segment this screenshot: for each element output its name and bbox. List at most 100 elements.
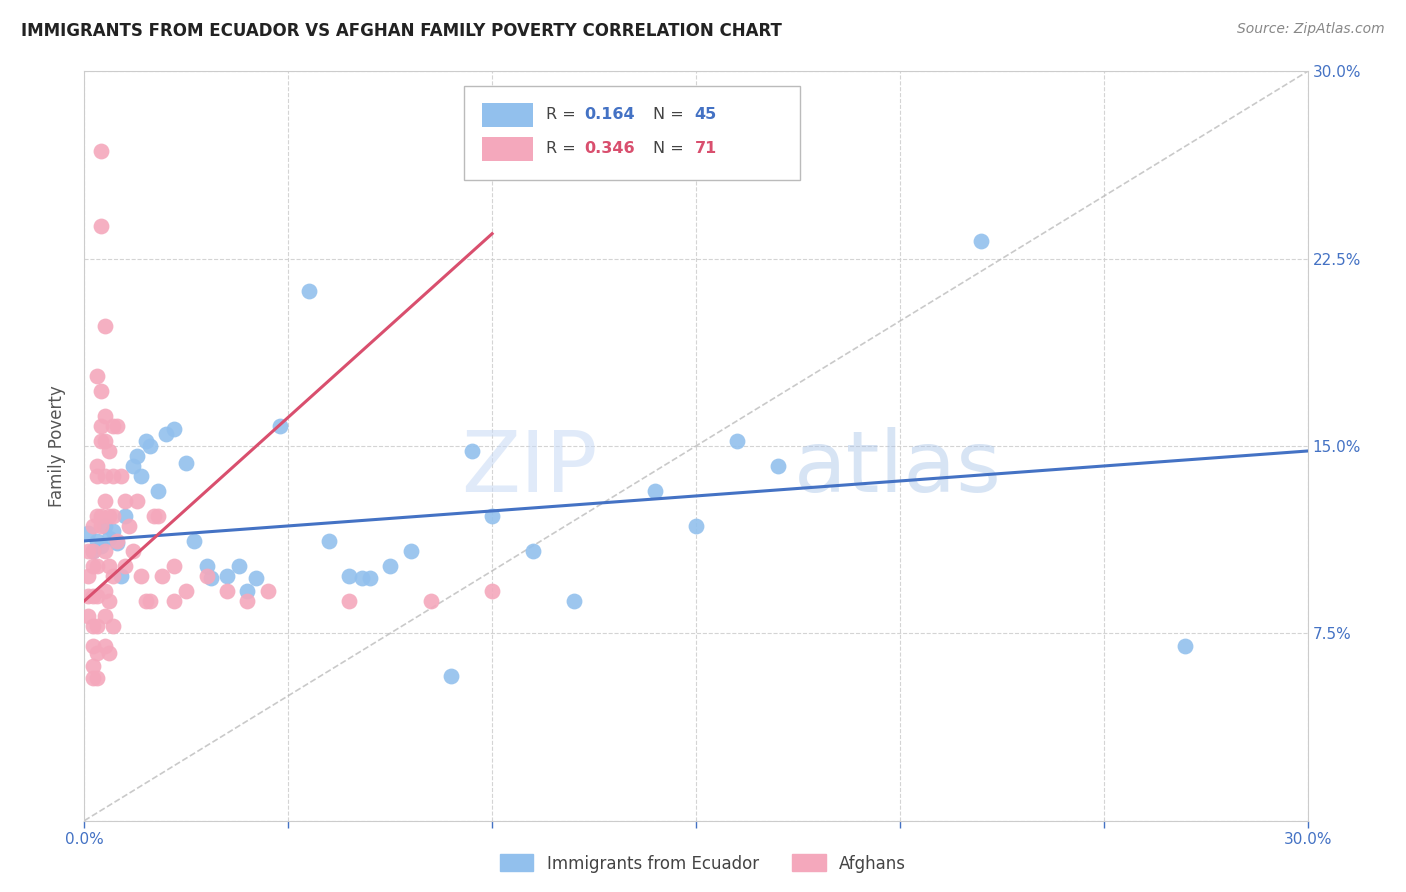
Point: [131, 469, 153, 483]
Point: [380, 558, 402, 573]
Point: [339, 569, 361, 583]
Point: [399, 544, 422, 558]
Point: [350, 571, 373, 585]
Text: ZIP: ZIP: [461, 427, 598, 510]
Point: [90, 219, 112, 234]
Point: [77, 569, 100, 583]
Point: [93, 434, 115, 448]
Point: [93, 519, 115, 533]
Text: 0.164: 0.164: [585, 107, 636, 122]
Point: [970, 234, 993, 248]
Point: [236, 594, 259, 608]
Text: R =: R =: [546, 141, 581, 156]
Point: [101, 524, 124, 538]
Point: [127, 494, 149, 508]
Point: [163, 594, 186, 608]
Point: [562, 594, 585, 608]
Point: [138, 439, 160, 453]
Point: [105, 419, 128, 434]
Point: [105, 533, 128, 548]
Point: [77, 544, 100, 558]
Point: [101, 508, 124, 523]
Point: [93, 494, 115, 508]
Point: [135, 434, 157, 448]
Point: [90, 384, 112, 398]
Point: [131, 569, 153, 583]
Point: [82, 544, 104, 558]
Point: [644, 483, 666, 498]
Point: [90, 145, 112, 159]
Point: [163, 558, 186, 573]
Point: [93, 608, 115, 623]
Point: [93, 409, 115, 423]
Point: [82, 619, 104, 633]
Point: [101, 569, 124, 583]
Point: [685, 519, 707, 533]
Point: [101, 619, 124, 633]
Point: [174, 583, 197, 598]
Point: [195, 569, 218, 583]
Point: [217, 583, 239, 598]
Point: [269, 419, 291, 434]
Point: [142, 508, 165, 523]
Point: [97, 532, 120, 546]
Text: R =: R =: [546, 107, 581, 122]
Point: [86, 469, 108, 483]
Point: [174, 457, 197, 471]
FancyBboxPatch shape: [464, 87, 800, 180]
Text: N =: N =: [654, 141, 689, 156]
Point: [146, 508, 169, 523]
Point: [440, 669, 463, 683]
Text: 71: 71: [695, 141, 717, 156]
Point: [90, 539, 112, 553]
Point: [82, 671, 104, 685]
Point: [114, 494, 136, 508]
Point: [138, 594, 160, 608]
Point: [86, 671, 108, 685]
Y-axis label: Family Poverty: Family Poverty: [48, 385, 66, 507]
Point: [82, 639, 104, 653]
FancyBboxPatch shape: [482, 103, 533, 127]
Text: 45: 45: [695, 107, 717, 122]
Point: [228, 558, 250, 573]
Point: [195, 558, 218, 573]
Point: [86, 589, 108, 603]
Point: [97, 646, 120, 660]
Point: [522, 544, 544, 558]
Point: [118, 519, 141, 533]
Point: [122, 458, 145, 473]
Point: [114, 508, 136, 523]
Point: [90, 434, 112, 448]
Text: 0.346: 0.346: [585, 141, 636, 156]
Point: [77, 526, 100, 541]
Point: [86, 558, 108, 573]
Point: [86, 508, 108, 523]
Point: [114, 558, 136, 573]
Point: [257, 583, 280, 598]
Point: [146, 483, 169, 498]
FancyBboxPatch shape: [482, 136, 533, 161]
Point: [110, 569, 132, 583]
Point: [82, 658, 104, 673]
Point: [481, 508, 503, 523]
Point: [93, 544, 115, 558]
Point: [97, 558, 120, 573]
Point: [122, 544, 145, 558]
Point: [127, 449, 149, 463]
Point: [359, 571, 381, 585]
Point: [163, 421, 186, 435]
Point: [86, 533, 108, 548]
Point: [97, 444, 120, 458]
Point: [200, 571, 222, 585]
Point: [725, 434, 748, 448]
Point: [93, 469, 115, 483]
Point: [110, 469, 132, 483]
Point: [150, 569, 173, 583]
Point: [318, 533, 340, 548]
Point: [97, 508, 120, 523]
Point: [82, 589, 104, 603]
Point: [135, 594, 157, 608]
Point: [766, 458, 789, 473]
Point: [86, 646, 108, 660]
Point: [101, 469, 124, 483]
